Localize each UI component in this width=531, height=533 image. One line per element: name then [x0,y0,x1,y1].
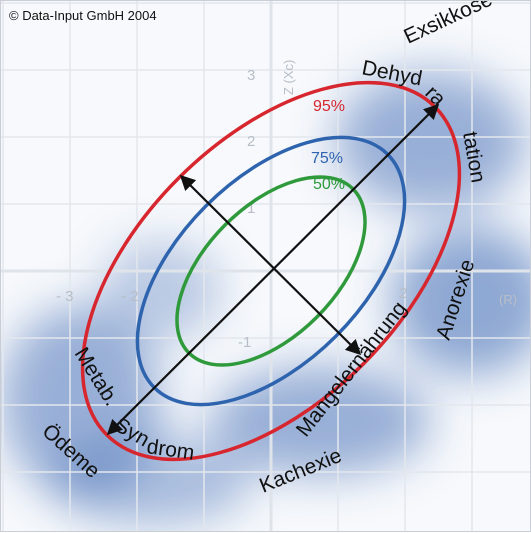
copyright-text: © Data-Input GmbH 2004 [9,8,157,23]
ellipse-50-label: 50% [313,176,345,193]
ellipse-75-label: 75% [311,150,343,167]
y-tick-label: -1 [238,334,251,351]
label-exsikkose: Exsikkose [400,1,495,49]
ellipse-95-label: 95% [313,98,345,115]
y-tick-label: 2 [247,133,255,150]
x-tick-label: - 3 [56,288,74,305]
x-tick-label: - 2 [121,288,139,305]
y-axis-label: Z (Xc) [281,60,296,95]
x-axis-label: (R) [499,292,517,307]
nutrition-arrow [179,174,362,356]
x-tick-label: 2 [399,285,407,302]
y-tick-label: 3 [247,67,255,84]
